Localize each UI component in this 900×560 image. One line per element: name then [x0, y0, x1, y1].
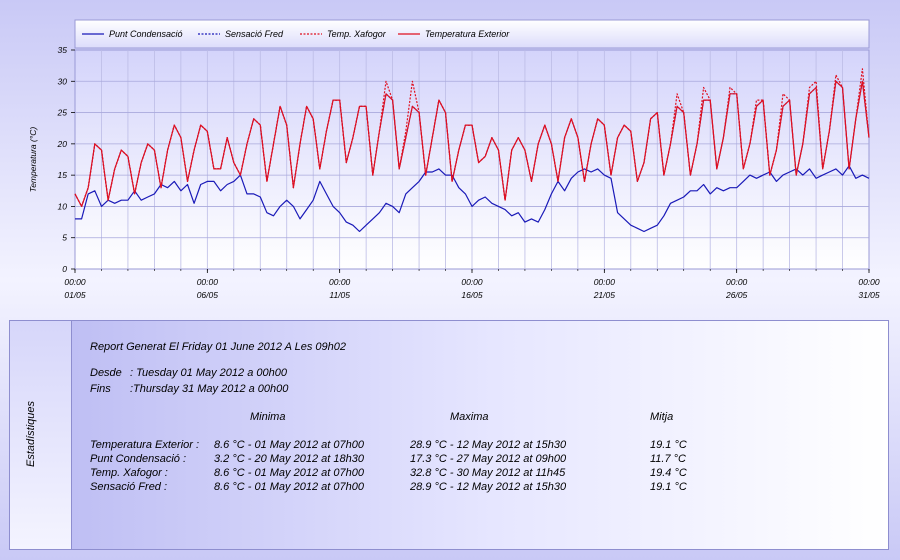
- legend-label: Temp. Xafogor: [327, 29, 387, 39]
- row-avg: 19.1 °C: [650, 439, 687, 451]
- x-tick-time-label: 00:00: [197, 277, 219, 287]
- row-avg: 19.4 °C: [650, 467, 687, 479]
- y-axis-label: Temperatura (°C): [28, 127, 38, 193]
- x-tick-time-label: 00:00: [726, 277, 748, 287]
- y-tick-label: 10: [58, 201, 68, 211]
- row-min: 3.2 °C - 20 May 2012 at 18h30: [214, 453, 364, 465]
- row-label: Sensació Fred :: [90, 481, 168, 493]
- x-tick-time-label: 00:00: [594, 277, 616, 287]
- series-line-0: [75, 165, 870, 233]
- x-tick-time-label: 00:00: [858, 277, 880, 287]
- x-tick-date-label: 11/05: [329, 290, 350, 300]
- desde-label: Desde: [90, 367, 122, 379]
- y-tick-label: 20: [57, 139, 68, 149]
- header-maxima: Maxima: [450, 411, 489, 423]
- x-tick-date-label: 21/05: [593, 290, 616, 300]
- row-max: 28.9 °C - 12 May 2012 at 15h30: [410, 439, 567, 451]
- y-tick-label: 15: [58, 170, 68, 180]
- statistics-panel: [9, 320, 889, 550]
- fins-value: :Thursday 31 May 2012 a 00h00: [130, 383, 289, 395]
- legend-label: Punt Condensació: [109, 29, 183, 39]
- series-line-3: [74, 80, 870, 207]
- x-tick-date-label: 31/05: [858, 290, 880, 300]
- x-tick-time-label: 00:00: [329, 277, 351, 287]
- x-tick-time-label: 00:00: [461, 277, 483, 287]
- row-min: 8.6 °C - 01 May 2012 at 07h00: [214, 467, 364, 479]
- x-tick-date-label: 16/05: [461, 290, 483, 300]
- series-lines: [74, 68, 870, 233]
- grid: [75, 50, 869, 269]
- y-tick-label: 5: [62, 233, 67, 243]
- statistics-side-label: Estadístiques: [25, 400, 37, 468]
- x-tick-date-label: 06/05: [197, 290, 219, 300]
- row-min: 8.6 °C - 01 May 2012 at 07h00: [214, 439, 364, 451]
- statistics-side-tab: [10, 321, 72, 549]
- y-tick-label: 35: [58, 45, 68, 55]
- fins-label: Fins: [90, 383, 111, 395]
- temperature-chart: Punt Condensació Sensació Fred Temp. Xafog…: [28, 19, 880, 300]
- desde-value: : Tuesday 01 May 2012 a 00h00: [130, 367, 287, 379]
- legend-label: Temperatura Exterior: [425, 29, 510, 39]
- row-max: 32.8 °C - 30 May 2012 at 11h45: [410, 467, 566, 479]
- legend-label: Sensació Fred: [225, 29, 284, 39]
- y-tick-label: 0: [62, 264, 67, 274]
- legend: Punt Condensació Sensació Fred Temp. Xafog…: [82, 29, 510, 39]
- legend-box: [74, 19, 870, 49]
- row-min: 8.6 °C - 01 May 2012 at 07h00: [214, 481, 364, 493]
- x-tick-date-label: 01/05: [64, 290, 86, 300]
- x-tick-time-label: 00:00: [64, 277, 86, 287]
- report-generated-line: Report Generat El Friday 01 June 2012 A …: [90, 341, 347, 353]
- header-mitja: Mitja: [650, 411, 674, 423]
- row-max: 17.3 °C - 27 May 2012 at 09h00: [410, 453, 567, 465]
- row-label: Temperatura Exterior :: [90, 439, 200, 451]
- y-tick-label: 30: [58, 76, 68, 86]
- x-tick-date-label: 26/05: [725, 290, 748, 300]
- row-max: 28.9 °C - 12 May 2012 at 15h30: [410, 481, 567, 493]
- y-tick-label: 25: [57, 108, 68, 118]
- row-label: Temp. Xafogor :: [90, 467, 168, 479]
- header-minima: Minima: [250, 411, 286, 423]
- axes: 0 5 10 15 20 25 30 35 Temperatura (°C) 00:00 01/05…: [28, 45, 880, 300]
- row-avg: 19.1 °C: [650, 481, 687, 493]
- row-label: Punt Condensació :: [90, 453, 187, 465]
- row-avg: 11.7 °C: [650, 453, 686, 465]
